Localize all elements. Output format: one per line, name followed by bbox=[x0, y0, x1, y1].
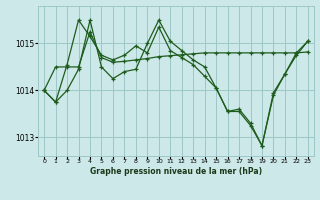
X-axis label: Graphe pression niveau de la mer (hPa): Graphe pression niveau de la mer (hPa) bbox=[90, 167, 262, 176]
